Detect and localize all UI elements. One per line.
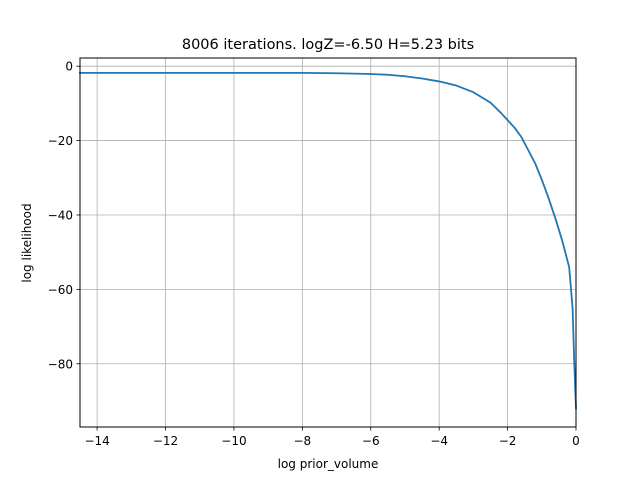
x-tick-label: −12 xyxy=(153,434,178,448)
y-tick-label: −20 xyxy=(48,134,73,148)
y-tick-label: −80 xyxy=(48,357,73,371)
x-tick-label: −6 xyxy=(362,434,380,448)
plot-series xyxy=(79,71,577,410)
series-line xyxy=(79,71,577,410)
x-tick-label: −14 xyxy=(84,434,109,448)
x-tick-label: −8 xyxy=(293,434,311,448)
x-axis-label: log prior_volume xyxy=(278,457,379,471)
y-tick-label: −40 xyxy=(48,208,73,222)
x-tick-label: −10 xyxy=(221,434,246,448)
x-axis-ticks: −14 −12 −10 −8 −6 −4 −2 0 xyxy=(84,427,580,448)
y-axis-label: log likelihood xyxy=(20,203,34,282)
x-tick-label: −4 xyxy=(430,434,448,448)
y-tick-label: −60 xyxy=(48,283,73,297)
plot-frame xyxy=(79,57,577,428)
x-tick-label: 0 xyxy=(572,434,580,448)
grid xyxy=(80,58,577,427)
y-axis-ticks: 0 −20 −40 −60 −80 xyxy=(48,60,80,371)
x-tick-label: −2 xyxy=(499,434,517,448)
chart-title: 8006 iterations. logZ=-6.50 H=5.23 bits xyxy=(182,37,474,53)
y-tick-label: 0 xyxy=(65,60,73,74)
